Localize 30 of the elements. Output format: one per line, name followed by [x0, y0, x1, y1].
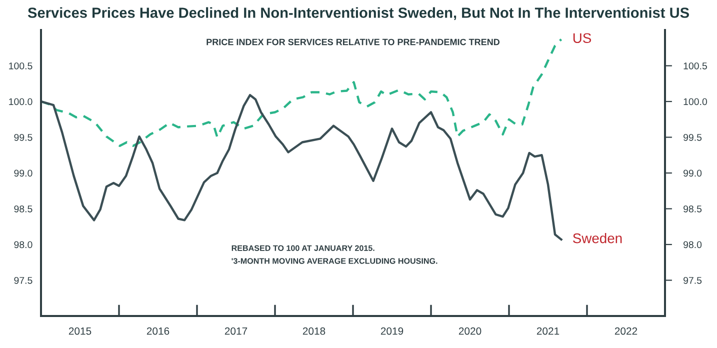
- x-tick-label: 2016: [146, 327, 170, 335]
- series-label: US: [573, 33, 592, 44]
- y2-tick-label: 99.0: [684, 170, 702, 177]
- x-tick-label: 2020: [458, 327, 482, 335]
- text: PRICE INDEX FOR SERVICES RELATIVE TO PRE-PANDEMIC TREND: [206, 38, 500, 46]
- y2-tick-label: 97.5: [684, 276, 702, 284]
- y-tick-label: 100.5: [9, 62, 32, 70]
- y-tick-label: 99.0: [14, 170, 32, 177]
- series-label: Sweden: [573, 233, 622, 244]
- x-tick-label: 2021: [536, 327, 560, 335]
- y-tick-label: 99.5: [14, 134, 32, 141]
- y2-tick-label: 100.5: [684, 62, 707, 70]
- x-tick-label: 2015: [68, 327, 92, 335]
- line-series: [41, 38, 562, 147]
- y2-tick-label: 98.5: [684, 205, 702, 212]
- y-tick-label: 98.0: [14, 241, 32, 248]
- x-tick-label: 2018: [302, 327, 326, 335]
- y-tick-label: 97.5: [14, 276, 32, 284]
- x-tick-label: 2019: [380, 327, 404, 335]
- y-tick-label: 100.0: [9, 98, 32, 106]
- annotation: REBASED TO 100 AT JANUARY 2015.: [232, 245, 374, 251]
- chart-title: Services Prices Have Declined In Non-Interventionist Sweden, But Not In The Interventionist US: [28, 7, 689, 20]
- x-tick-label: 2022: [614, 327, 638, 335]
- y2-tick-label: 98.0: [684, 241, 702, 248]
- line-series: [41, 94, 562, 241]
- y2-tick-label: 100.0: [684, 98, 708, 106]
- x-tick-label: 2017: [224, 327, 248, 335]
- annotation: '3-MONTH MOVING AVERAGE EXCLUDING HOUSING.: [232, 258, 438, 264]
- y-tick-label: 98.5: [14, 205, 32, 212]
- y2-tick-label: 99.5: [684, 134, 702, 141]
